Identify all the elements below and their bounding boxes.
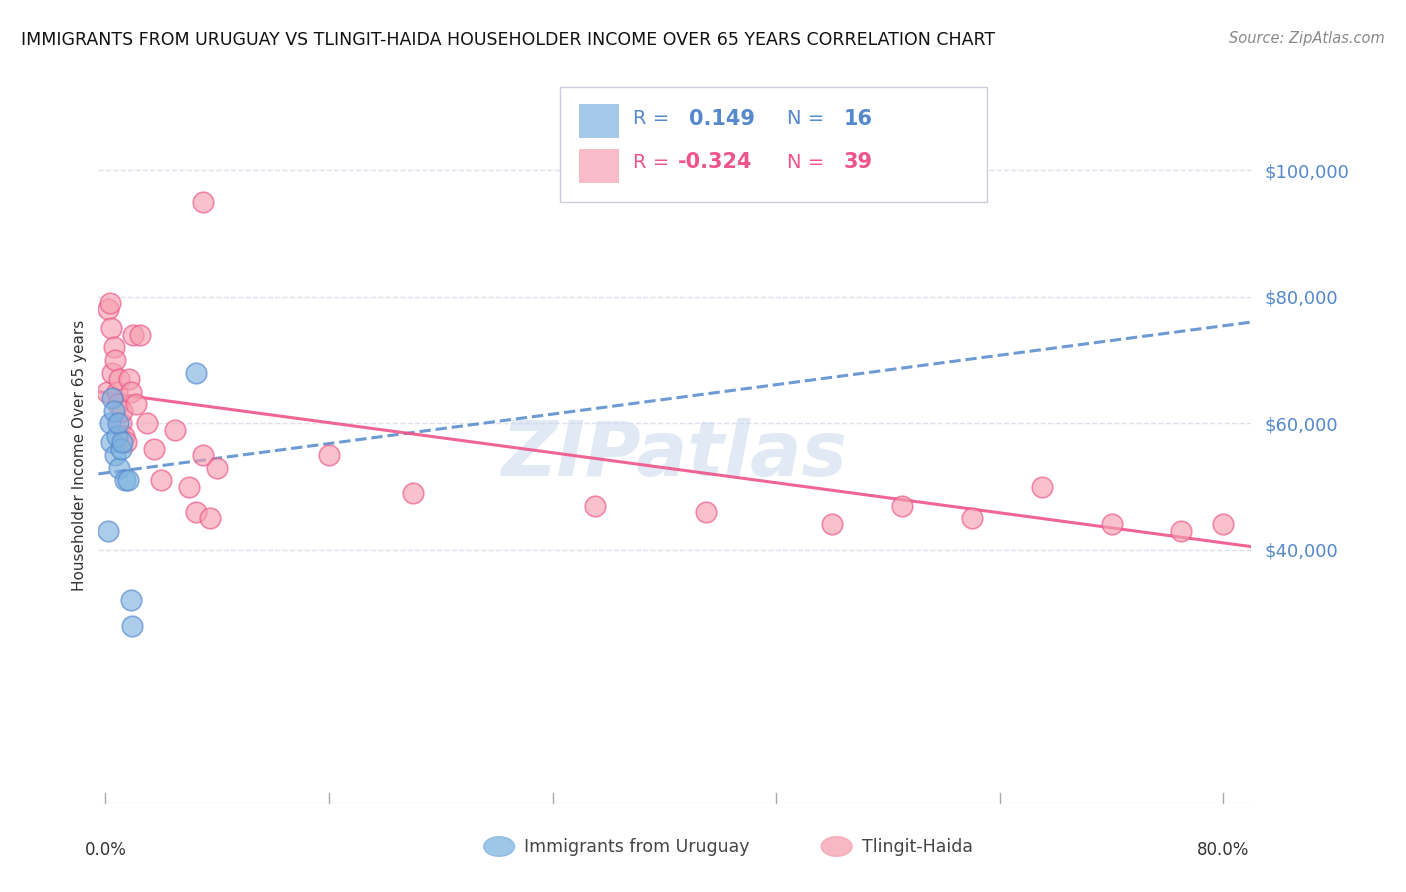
- Point: [111, 435, 134, 450]
- Text: Immigrants from Uruguay: Immigrants from Uruguay: [524, 838, 749, 855]
- Point: [111, 403, 134, 417]
- Point: [107, 397, 129, 411]
- Point: [96, 384, 118, 399]
- Point: [129, 327, 152, 342]
- Point: [121, 618, 143, 632]
- Text: 80.0%: 80.0%: [1197, 841, 1250, 859]
- Point: [98, 296, 121, 310]
- Point: [118, 372, 141, 386]
- Point: [200, 511, 222, 525]
- Point: [104, 353, 127, 368]
- Point: [179, 479, 201, 493]
- Point: [105, 384, 128, 399]
- Point: [107, 417, 129, 431]
- Point: [193, 448, 215, 462]
- Text: 0.149: 0.149: [689, 109, 755, 128]
- Point: [402, 486, 425, 500]
- Point: [110, 442, 132, 456]
- Point: [114, 473, 136, 487]
- Y-axis label: Householder Income Over 65 years: Householder Income Over 65 years: [72, 319, 87, 591]
- Point: [1031, 479, 1053, 493]
- Text: -0.324: -0.324: [678, 153, 752, 172]
- Point: [125, 397, 148, 411]
- Text: 16: 16: [844, 109, 873, 128]
- Point: [318, 448, 340, 462]
- Text: Source: ZipAtlas.com: Source: ZipAtlas.com: [1229, 31, 1385, 46]
- Point: [112, 429, 135, 443]
- Point: [108, 372, 131, 386]
- Point: [193, 194, 215, 209]
- Point: [150, 473, 173, 487]
- Point: [1170, 524, 1192, 538]
- Text: 39: 39: [844, 153, 873, 172]
- Point: [120, 593, 142, 607]
- Point: [891, 499, 914, 513]
- Point: [117, 473, 139, 487]
- Point: [583, 499, 606, 513]
- Text: 0.0%: 0.0%: [84, 841, 127, 859]
- Point: [1212, 517, 1234, 532]
- Point: [120, 384, 142, 399]
- Point: [165, 423, 187, 437]
- Point: [103, 403, 125, 417]
- Point: [205, 460, 228, 475]
- Point: [821, 517, 844, 532]
- Text: R =: R =: [633, 153, 669, 172]
- Point: [97, 302, 120, 317]
- Text: ZIPatlas: ZIPatlas: [502, 418, 848, 491]
- Text: R =: R =: [633, 109, 669, 128]
- Point: [143, 442, 166, 456]
- Point: [101, 391, 124, 405]
- Point: [122, 327, 145, 342]
- Point: [100, 435, 122, 450]
- Text: Tlingit-Haida: Tlingit-Haida: [862, 838, 973, 855]
- Point: [108, 460, 131, 475]
- Point: [110, 417, 132, 431]
- Point: [1101, 517, 1123, 532]
- Point: [104, 448, 127, 462]
- Point: [98, 417, 121, 431]
- Text: N =: N =: [787, 109, 824, 128]
- Text: IMMIGRANTS FROM URUGUAY VS TLINGIT-HAIDA HOUSEHOLDER INCOME OVER 65 YEARS CORREL: IMMIGRANTS FROM URUGUAY VS TLINGIT-HAIDA…: [21, 31, 995, 49]
- Point: [695, 505, 717, 519]
- Point: [103, 340, 125, 354]
- Point: [105, 429, 128, 443]
- Point: [97, 524, 120, 538]
- Text: N =: N =: [787, 153, 824, 172]
- Point: [186, 366, 208, 380]
- Point: [136, 417, 159, 431]
- Point: [186, 505, 208, 519]
- Point: [101, 366, 124, 380]
- Point: [100, 321, 122, 335]
- Point: [115, 435, 138, 450]
- Point: [960, 511, 983, 525]
